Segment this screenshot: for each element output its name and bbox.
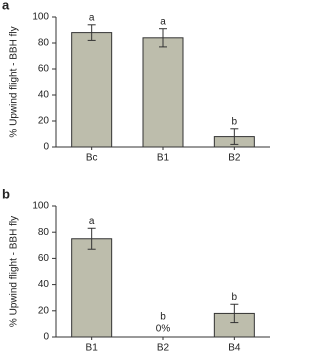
- y-tick-label: 60: [38, 253, 50, 264]
- x-tick-label: B4: [228, 343, 241, 354]
- panel-label: a: [2, 0, 10, 12]
- significance-letter: a: [160, 16, 166, 27]
- y-tick-label: 40: [38, 279, 50, 290]
- y-tick-label: 0: [43, 142, 49, 153]
- value-label: 0%: [156, 324, 171, 335]
- y-tick-label: 80: [38, 38, 50, 49]
- bar: [142, 37, 184, 148]
- significance-letter: b: [160, 312, 166, 323]
- x-tick-label: B2: [228, 153, 241, 164]
- significance-letter: a: [89, 216, 95, 227]
- x-tick-label: Bc: [86, 153, 98, 164]
- significance-letter: b: [232, 116, 238, 127]
- y-tick-label: 20: [38, 116, 50, 127]
- y-tick-label: 0: [43, 332, 49, 343]
- y-tick-label: 40: [38, 90, 50, 101]
- significance-letter: a: [89, 12, 95, 23]
- bar: [71, 32, 113, 148]
- significance-letter: b: [232, 292, 238, 303]
- y-tick-label: 100: [32, 201, 49, 212]
- y-tick-label: 100: [32, 12, 49, 23]
- y-axis-label: % Upwind flight - BBH fly: [9, 26, 20, 137]
- x-tick-label: B1: [157, 153, 170, 164]
- y-tick-label: 20: [38, 305, 50, 316]
- panel-label: b: [2, 186, 10, 201]
- y-axis-label: % Upwind flight - BBH fly: [9, 216, 20, 327]
- y-tick-label: 80: [38, 227, 50, 238]
- x-tick-label: B1: [86, 343, 99, 354]
- bar: [71, 238, 113, 338]
- x-tick-label: B2: [157, 343, 170, 354]
- y-tick-label: 60: [38, 64, 50, 75]
- figure: a % Upwind flight - BBH fly 0 20 40 60 80 100 Bc…: [2, 0, 270, 354]
